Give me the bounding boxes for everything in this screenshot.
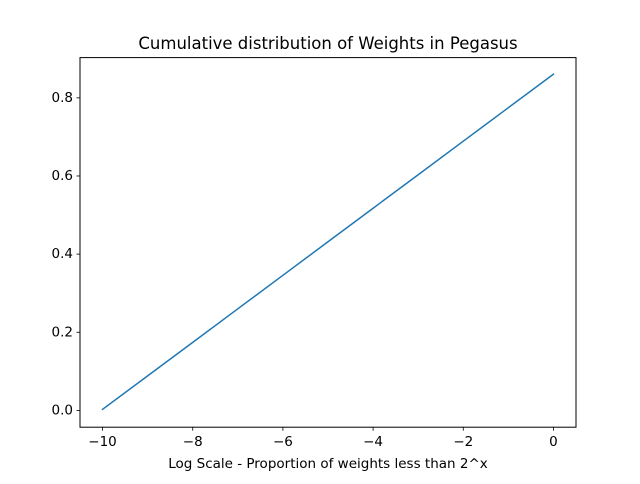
y-tick-label: 0.6 [52,168,73,184]
x-tick-label: −2 [453,434,473,450]
x-tick-label: −8 [183,434,203,450]
series-layer [101,73,555,411]
x-tick-label: 0 [549,434,558,450]
y-tick-label: 0.0 [52,402,73,418]
x-tick-label: −10 [88,434,117,450]
x-tick-label: −4 [363,434,383,450]
y-tick-label: 0.8 [52,90,73,106]
x-axis-label: Log Scale - Proportion of weights less t… [168,456,488,472]
x-tick-label: −6 [273,434,293,450]
plot-frame [79,57,577,428]
y-tick-label: 0.4 [52,246,73,262]
y-tick-label: 0.2 [52,324,73,340]
y-axis: 0.0 0.2 0.4 0.6 0.8 [52,90,80,418]
chart-title: Cumulative distribution of Weights in Pe… [138,34,517,53]
series-line [101,73,555,411]
x-axis: −10 −8 −6 −4 −2 0 [88,427,558,450]
